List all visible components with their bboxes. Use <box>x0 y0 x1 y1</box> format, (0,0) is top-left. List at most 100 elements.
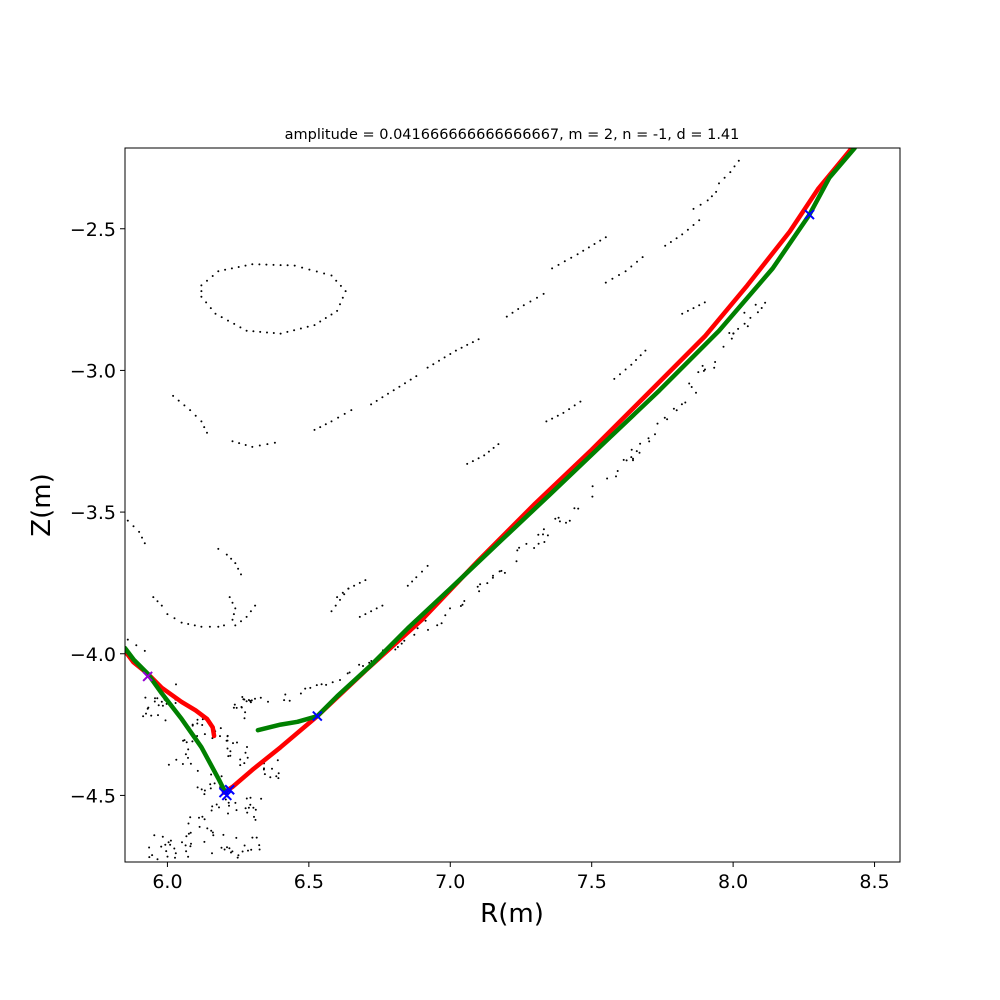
poincare-point <box>308 268 311 271</box>
poincare-point <box>193 624 196 627</box>
poincare-point <box>210 809 213 812</box>
poincare-point <box>228 596 231 599</box>
poincare-point <box>619 373 621 376</box>
poincare-point <box>403 639 406 642</box>
poincare-point <box>250 848 253 851</box>
poincare-point <box>206 827 209 830</box>
poincare-point <box>239 326 242 329</box>
poincare-point <box>164 719 167 722</box>
poincare-point <box>503 571 506 574</box>
poincare-point <box>477 338 480 341</box>
poincare-point <box>174 852 177 855</box>
poincare-point <box>244 444 247 446</box>
poincare-point <box>267 700 269 703</box>
poincare-point <box>364 613 367 616</box>
poincare-point <box>350 409 353 412</box>
poincare-point <box>392 389 395 392</box>
poincare-point <box>157 714 159 717</box>
poincare-point <box>244 264 247 267</box>
poincare-point <box>459 605 462 607</box>
poincare-point <box>426 564 429 567</box>
poincare-point <box>737 327 740 330</box>
poincare-point <box>476 585 479 588</box>
poincare-point <box>235 809 238 812</box>
poincare-point <box>230 557 233 560</box>
poincare-point <box>227 801 230 804</box>
poincare-point <box>183 404 186 407</box>
poincare-point <box>175 758 178 761</box>
poincare-point <box>743 311 746 314</box>
poincare-point <box>251 263 254 266</box>
poincare-point <box>254 818 257 821</box>
poincare-point <box>733 165 736 168</box>
poincare-point <box>587 246 590 249</box>
poincare-point <box>244 751 247 754</box>
poincare-point <box>413 633 416 636</box>
poincare-point <box>398 385 401 388</box>
poincare-point <box>249 701 252 704</box>
poincare-point <box>259 330 262 333</box>
poincare-point <box>686 228 689 231</box>
poincare-point <box>625 459 628 462</box>
poincare-point <box>394 648 397 651</box>
poincare-point <box>477 457 480 460</box>
poincare-point <box>630 456 633 459</box>
poincare-point <box>743 322 746 325</box>
poincare-point <box>249 610 252 613</box>
poincare-point <box>644 349 647 352</box>
poincare-point <box>304 687 307 690</box>
poincare-point <box>591 495 594 498</box>
poincare-point <box>266 443 269 446</box>
poincare-point <box>187 756 189 759</box>
y-tick-label: −2.5 <box>70 219 116 241</box>
poincare-point <box>203 818 206 821</box>
poincare-point <box>536 296 538 299</box>
poincare-point <box>466 343 469 346</box>
poincare-point <box>126 519 129 522</box>
poincare-point <box>293 329 296 332</box>
poincare-point <box>604 281 607 284</box>
poincare-point <box>189 816 192 819</box>
poincare-point <box>203 840 206 843</box>
poincare-point <box>497 443 500 446</box>
poincare-point <box>301 266 304 269</box>
poincare-point <box>245 329 248 332</box>
poincare-point <box>132 525 135 528</box>
poincare-point <box>169 843 172 846</box>
poincare-point <box>180 621 183 624</box>
x-point-marker <box>804 209 815 220</box>
poincare-point <box>375 399 378 402</box>
poincare-point <box>339 284 342 287</box>
poincare-point <box>143 542 146 545</box>
poincare-point <box>320 683 323 686</box>
poincare-point <box>228 847 231 850</box>
poincare-point <box>150 714 153 717</box>
poincare-point <box>239 764 242 767</box>
poincare-point <box>358 615 361 618</box>
poincare-point <box>164 843 167 846</box>
poincare-point <box>404 382 406 385</box>
poincare-point <box>217 625 220 628</box>
poincare-point <box>177 399 180 402</box>
poincare-point <box>226 846 228 849</box>
poincare-point <box>732 332 735 335</box>
poincare-point <box>185 835 188 838</box>
poincare-point <box>615 475 617 478</box>
poincare-point <box>246 811 249 814</box>
poincare-point <box>695 391 697 394</box>
poincare-point <box>635 450 638 453</box>
poincare-point <box>229 754 232 757</box>
poincare-point <box>213 782 216 785</box>
y-axis: −2.5 −3.0 −3.5 −4.0 −4.5 <box>70 219 125 807</box>
poincare-point <box>353 584 356 587</box>
poincare-point <box>174 702 177 704</box>
poincare-point <box>203 793 206 796</box>
poincare-point <box>224 798 227 801</box>
poincare-point <box>749 316 752 319</box>
poincare-point <box>269 776 272 779</box>
poincare-point <box>343 412 346 415</box>
poincare-point <box>167 763 170 766</box>
poincare-point <box>284 693 287 696</box>
poincare-point <box>231 618 234 621</box>
